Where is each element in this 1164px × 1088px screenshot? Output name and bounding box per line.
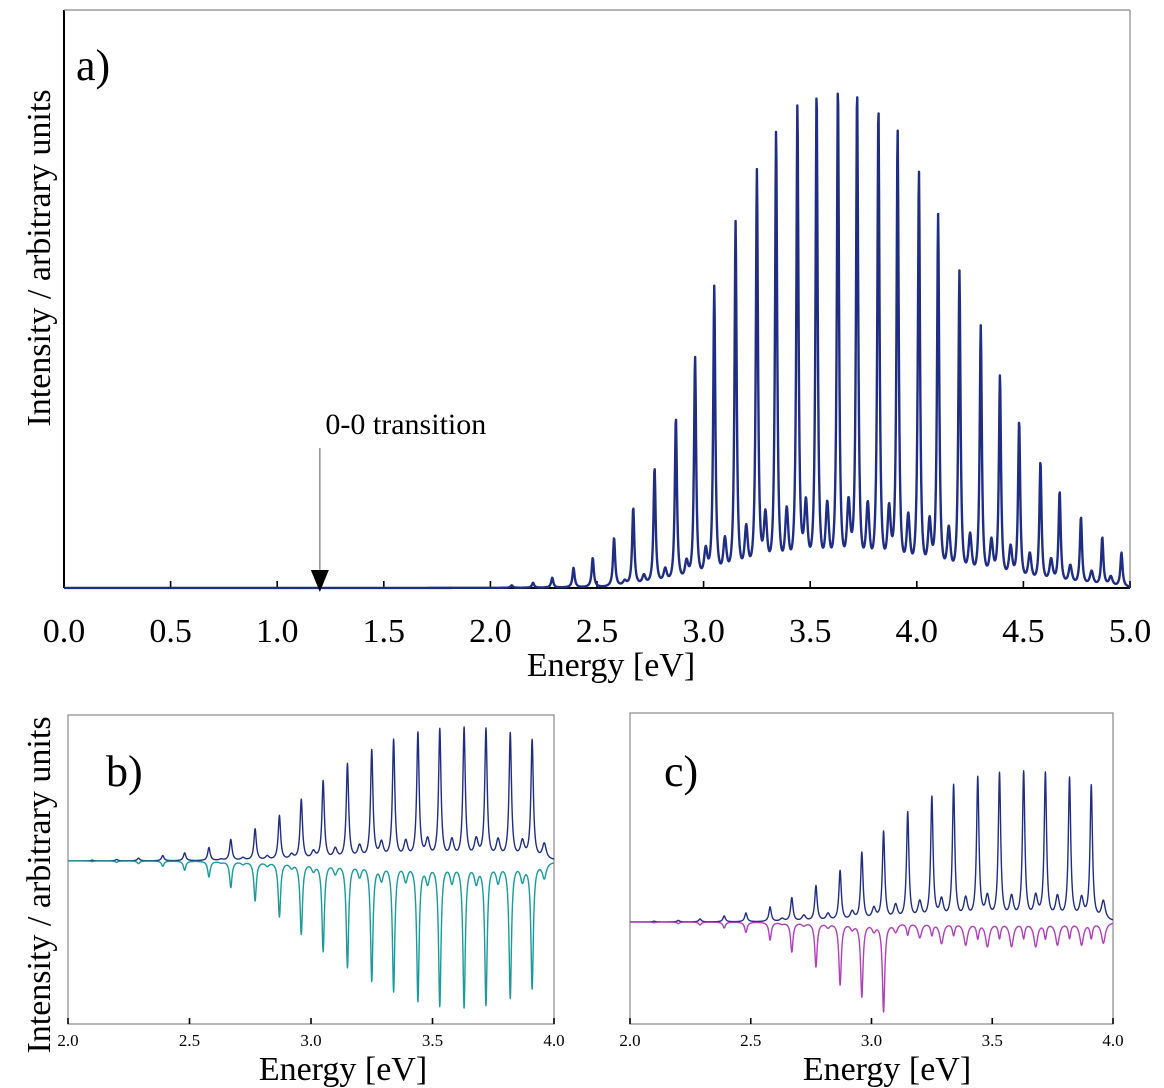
x-tick-label: 3.5: [982, 1031, 1003, 1050]
panel-c-series: [629, 770, 1114, 1013]
panel-c-frame: [629, 712, 1114, 1025]
x-tick-label: 4.0: [896, 613, 939, 650]
panel-b-xlabel: Energy [eV]: [259, 1051, 427, 1088]
x-tick-label: 2.5: [740, 1031, 761, 1050]
x-tick-label: 2.0: [57, 1031, 78, 1050]
panel-b-series: [67, 726, 555, 1009]
x-tick-label: 2.0: [469, 613, 512, 650]
panel-c-xlabel: Energy [eV]: [803, 1051, 971, 1088]
panel-a-x-ticks: 0.0 0.5 1.0 1.5 2.0 2.5 3.0 3.5 4.0 4.5 5.0: [43, 581, 1152, 650]
panel-b-x-ticks: 2.0 2.5 3.0 3.5 4.0: [57, 1018, 565, 1050]
x-tick-label: 2.5: [576, 613, 619, 650]
panel-b-label: b): [106, 747, 143, 796]
panel-a-ylabel: Intensity / arbitrary units: [21, 89, 58, 426]
panel-b-chart: 2.0 2.5 3.0 3.5 4.0 b) Energy [eV]: [57, 714, 565, 1088]
series-2-line: [67, 860, 555, 1009]
panel-a-xlabel: Energy [eV]: [527, 647, 695, 684]
x-tick-label: 2.0: [619, 1031, 640, 1050]
series-1-line: [629, 770, 1114, 923]
x-tick-label: 4.5: [1002, 613, 1045, 650]
x-tick-label: 4.0: [1102, 1031, 1123, 1050]
x-tick-label: 3.5: [789, 613, 832, 650]
panel-c-label: c): [664, 747, 698, 796]
x-tick-label: 4.0: [543, 1031, 564, 1050]
panel-a-label: a): [76, 41, 110, 90]
annotation-arrowhead-icon: [310, 570, 329, 592]
panel-a-chart: 0.0 0.5 1.0 1.5 2.0 2.5 3.0 3.5 4.0 4.5 5.0 a) 0-0…: [43, 9, 1152, 684]
x-tick-label: 1.0: [256, 613, 299, 650]
panel-a-series: [63, 92, 1131, 590]
x-tick-label: 3.0: [861, 1031, 882, 1050]
x-tick-label: 3.5: [422, 1031, 443, 1050]
series-1-line: [63, 92, 1131, 590]
x-tick-label: 0.0: [43, 613, 86, 650]
series-2-line: [629, 921, 1114, 1013]
x-tick-label: 0.5: [149, 613, 192, 650]
x-tick-label: 1.5: [363, 613, 406, 650]
x-tick-label: 5.0: [1109, 613, 1152, 650]
x-tick-label: 3.0: [300, 1031, 321, 1050]
panel-b-ylabel: Intensity / arbitrary units: [21, 716, 58, 1053]
panel-c-x-ticks: 2.0 2.5 3.0 3.5 4.0: [619, 1018, 1124, 1050]
panel-c-chart: 2.0 2.5 3.0 3.5 4.0 c) Energy [eV]: [619, 712, 1124, 1088]
x-tick-label: 2.5: [179, 1031, 200, 1050]
annotation-text: 0-0 transition: [325, 408, 486, 441]
annotation-0-0-transition: 0-0 transition: [310, 408, 486, 592]
x-tick-label: 3.0: [682, 613, 725, 650]
